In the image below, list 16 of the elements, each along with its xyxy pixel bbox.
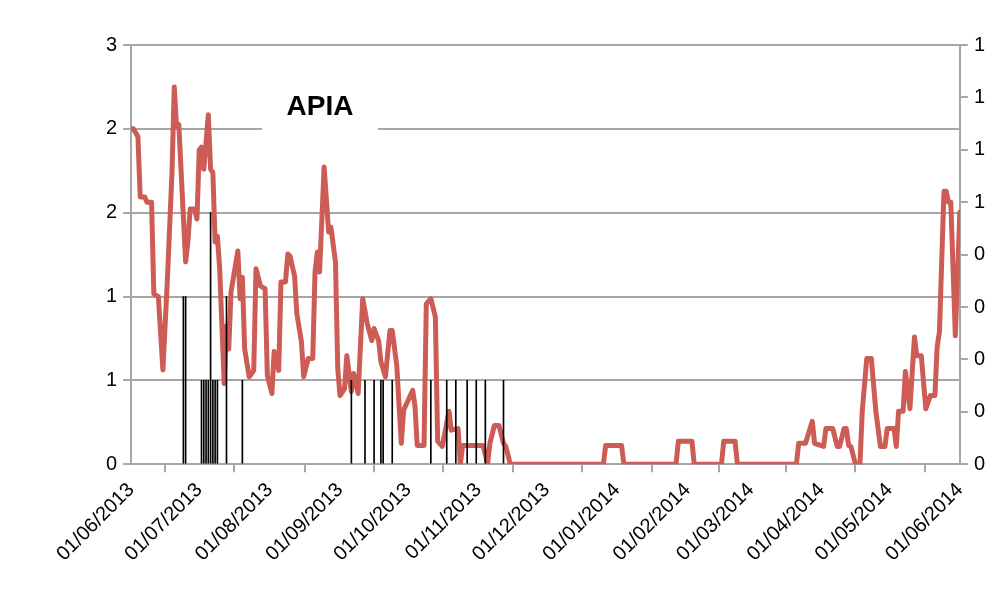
y2-tick-label: 0 <box>973 242 985 265</box>
y-tick-label: 2 <box>106 200 118 223</box>
y-tick-label: 0 <box>106 451 118 474</box>
y2-tick-label: 1 <box>973 32 985 55</box>
y2-tick-label: 1 <box>973 189 985 212</box>
y-tick-label: 3 <box>106 32 118 55</box>
y2-tick-label: 0 <box>973 451 985 474</box>
y2-tick-label: 1 <box>973 137 985 160</box>
y-tick-label: 1 <box>106 367 118 390</box>
text: APIA <box>262 84 378 136</box>
y2-tick-label: 0 <box>973 294 985 317</box>
y2-tick-label: 0 <box>973 399 985 422</box>
y-tick-label: 1 <box>106 284 118 307</box>
y2-tick-label: 1 <box>973 84 985 107</box>
y2-tick-label: 0 <box>973 346 985 369</box>
y-tick-label: 2 <box>106 116 118 139</box>
